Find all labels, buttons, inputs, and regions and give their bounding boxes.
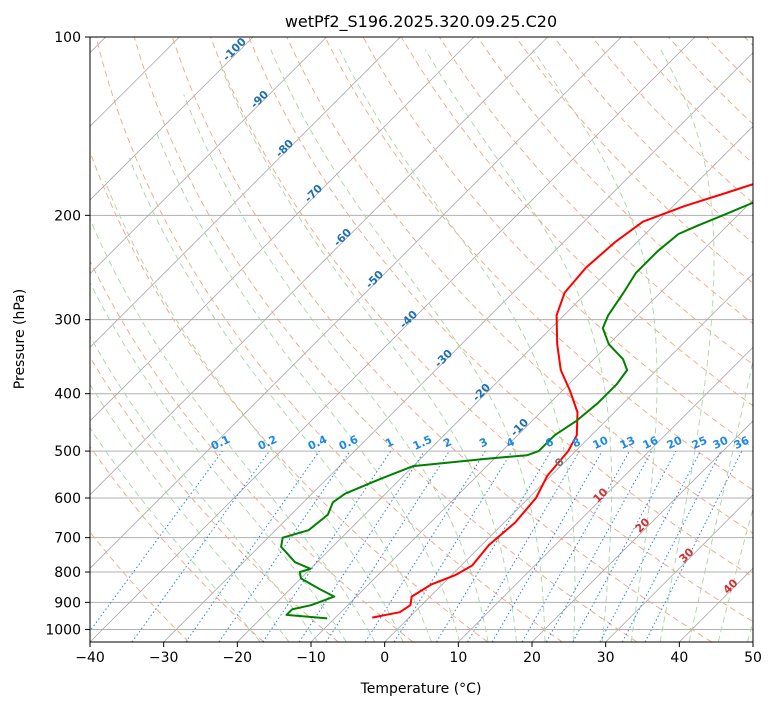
- y-tick-label: 1000: [45, 622, 81, 638]
- y-tick-label: 800: [54, 565, 81, 581]
- moist-adiabat-line: [218, 61, 517, 642]
- moist-adiabat-line: [339, 49, 576, 642]
- x-tick-label: −20: [223, 650, 253, 666]
- plot-frame: [89, 36, 754, 643]
- y-tick-label: 900: [54, 595, 81, 611]
- y-tick-label: 300: [54, 313, 81, 329]
- moist-adiabat-line: [156, 132, 461, 642]
- isotherm-line: [163, 52, 753, 642]
- mixing-ratio-line: [325, 450, 450, 642]
- mixing-ratio-label: 25: [690, 434, 709, 452]
- isotherm-line: [237, 125, 753, 642]
- isotherm-line: [531, 420, 753, 642]
- x-axis-ticks: −40 −30 −20 −10 0 10 20 30 40 50: [75, 642, 762, 666]
- mixing-ratio-line: [521, 450, 630, 642]
- moist-adiabat-line: [717, 506, 753, 642]
- isotherm-line: [458, 346, 753, 642]
- moist-adiabat-line: [532, 49, 658, 642]
- mixing-ratio-label: 13: [618, 434, 637, 452]
- y-tick-label: 600: [54, 491, 81, 507]
- mixing-ratio-label: 20: [665, 434, 685, 452]
- y-axis-label: Pressure (hPa): [12, 289, 28, 389]
- mixing-ratio-line: [218, 450, 351, 642]
- mixing-ratio-line: [491, 450, 603, 642]
- dry-adiabat-line: [90, 356, 339, 642]
- y-tick-label: 500: [54, 444, 81, 460]
- x-tick-label: 10: [449, 650, 467, 666]
- mixing-ratio-line: [185, 450, 320, 642]
- isotherm-line: [90, 37, 548, 496]
- moist-adiabat-line: [90, 335, 319, 642]
- x-tick-label: −40: [75, 650, 105, 666]
- x-tick-label: −30: [149, 650, 179, 666]
- x-axis-label: Temperature (°C): [360, 681, 482, 697]
- dry-adiabat-line: [95, 37, 563, 642]
- x-tick-label: 0: [380, 650, 389, 666]
- y-tick-label: 200: [54, 208, 81, 224]
- mixing-ratio-label: 30: [711, 434, 731, 452]
- isotherm-line: [90, 37, 622, 569]
- moist-adiabat-line: [424, 49, 612, 642]
- moist-adiabat-line: [659, 49, 715, 642]
- dry-adiabat-line: [515, 37, 753, 284]
- moist-adiabat-line: [688, 358, 753, 642]
- mixing-ratio-label: 36: [732, 434, 752, 452]
- y-axis-ticks: 100 200 300 400 500 600 700 800 900 1000: [45, 30, 90, 638]
- dry-adiabat-line: [210, 37, 753, 623]
- mixing-ratio-line: [435, 450, 552, 642]
- dry-adiabat-line: [324, 37, 753, 491]
- mixing-ratio-line: [545, 450, 653, 642]
- mixing-ratio-line: [467, 450, 580, 642]
- dewpoint-profile-line: [280, 201, 753, 620]
- x-tick-label: 50: [744, 650, 762, 666]
- dry-adiabat-line: [133, 37, 638, 642]
- dry-adiabat-line: [248, 37, 753, 578]
- dry-adiabat-line: [171, 37, 712, 642]
- mixing-ratio-line: [572, 450, 677, 642]
- moist-adiabat-line: [90, 383, 290, 642]
- x-tick-label: 20: [523, 650, 541, 666]
- isotherm-line: [90, 37, 475, 422]
- isotherm-line: [90, 37, 401, 348]
- isotherm-line: [90, 37, 327, 275]
- isotherm-line: [752, 641, 753, 642]
- dry-adiabat-line: [286, 37, 753, 534]
- mixing-ratio-line: [393, 450, 513, 642]
- plot-background: [90, 37, 753, 642]
- mixing-ratio-label: 16: [641, 434, 661, 452]
- y-tick-label: 700: [54, 531, 81, 547]
- y-tick-label: 100: [54, 30, 81, 46]
- reference-lines: [90, 37, 753, 642]
- x-tick-label: 30: [597, 650, 615, 666]
- moist-adiabat-line: [183, 94, 489, 642]
- moist-adiabat-line: [104, 180, 404, 642]
- temperature-profile-line: [372, 183, 753, 619]
- dry-adiabat-line: [90, 445, 264, 642]
- isotherm-line: [384, 273, 753, 642]
- moist-adiabat-line: [90, 281, 347, 642]
- isotherm-line: [90, 37, 696, 642]
- moist-adiabat-line: [90, 217, 376, 642]
- moist-adiabat-line: [90, 427, 261, 642]
- y-tick-label: 400: [54, 387, 81, 403]
- mixing-ratio-line: [364, 450, 486, 642]
- x-tick-label: −10: [296, 650, 326, 666]
- series-layer: [280, 183, 753, 620]
- isotherm-line: [605, 494, 753, 642]
- x-tick-label: 40: [670, 650, 688, 666]
- mixing-ratio-label: 10: [591, 434, 611, 452]
- moist-adiabat-line: [270, 49, 546, 642]
- dry-adiabat-line: [90, 259, 414, 642]
- moist-adiabat-line: [128, 157, 432, 642]
- chart-title: wetPf2_S196.2025.320.09.25.C20: [285, 12, 557, 32]
- isotherm-line: [90, 37, 254, 201]
